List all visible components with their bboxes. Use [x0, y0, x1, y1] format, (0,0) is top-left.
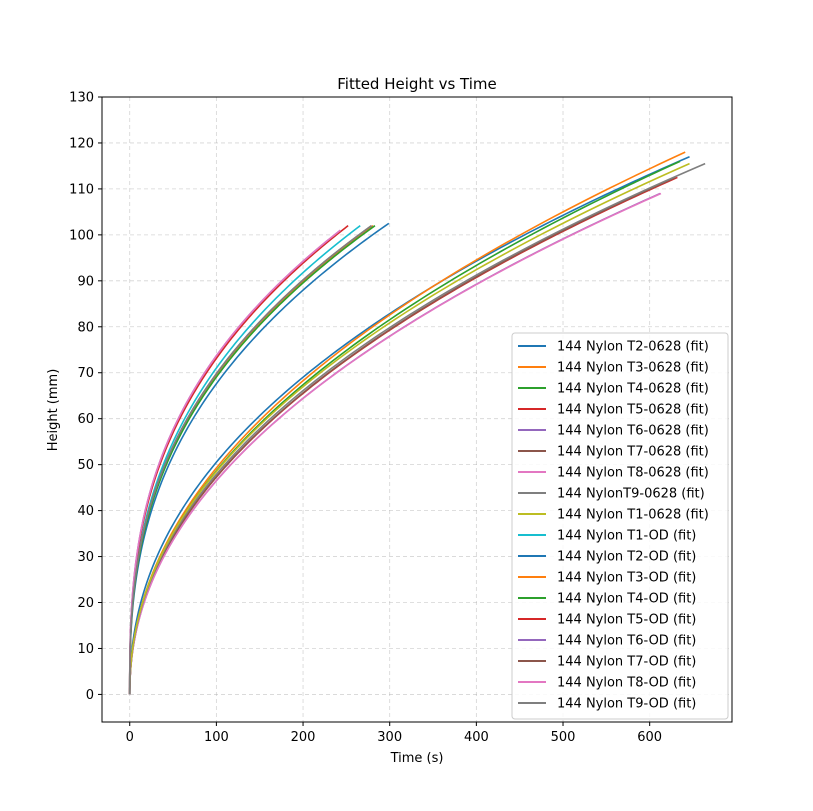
series-line-7: [128, 192, 662, 695]
legend-label: 144 Nylon T4-OD (fit): [557, 592, 696, 607]
series-line-14: [128, 225, 349, 695]
y-tick-label: 60: [77, 412, 94, 427]
legend-label: 144 Nylon T6-OD (fit): [557, 634, 696, 649]
plot-frame: [101, 96, 733, 723]
legend-label: 144 Nylon T6-0628 (fit): [557, 424, 709, 439]
y-tick-label: 100: [69, 228, 94, 243]
chart-title: Fitted Height vs Time: [337, 75, 497, 93]
legend: 144 Nylon T2-0628 (fit) 144 Nylon T3-0628…: [511, 332, 729, 720]
y-tick-label: 80: [77, 320, 94, 335]
legend-label: 144 Nylon T5-OD (fit): [557, 613, 696, 628]
x-axis-label: Time (s): [390, 751, 444, 766]
series-line-18: [128, 225, 372, 695]
x-tick-label: 0: [126, 730, 134, 745]
legend-label: 144 Nylon T4-0628 (fit): [557, 382, 709, 397]
legend-label: 144 Nylon T2-0628 (fit): [557, 340, 709, 355]
series-lines: [128, 151, 706, 695]
y-tick-label: 70: [77, 366, 94, 381]
legend-box: [511, 332, 729, 720]
series-line-10: [128, 225, 361, 695]
legend-label: 144 Nylon T2-OD (fit): [557, 550, 696, 565]
y-tick-label: 90: [77, 274, 94, 289]
legend-label: 144 Nylon T1-OD (fit): [557, 529, 696, 544]
legend-label: 144 Nylon T7-0628 (fit): [557, 445, 709, 460]
legend-label: 144 Nylon T8-OD (fit): [557, 676, 696, 691]
y-tick-label: 110: [69, 182, 94, 197]
x-tick-label: 600: [637, 730, 662, 745]
legend-label: 144 Nylon T3-OD (fit): [557, 571, 696, 586]
y-tick-label: 50: [77, 458, 94, 473]
legend-label: 144 Nylon T1-0628 (fit): [557, 508, 709, 523]
y-axis-label: Height (mm): [46, 369, 61, 452]
x-tick-label: 100: [204, 730, 229, 745]
y-tick-label: 40: [77, 504, 94, 519]
y-tick-label: 120: [69, 136, 94, 151]
legend-label: 144 NylonT9-0628 (fit): [557, 487, 705, 502]
axis-ticks: 0 100 200 300 400 500 600 0 10 20 30 40 50 60 70 80 90 10…: [69, 91, 662, 746]
series-line-1: [128, 156, 690, 695]
y-tick-label: 130: [69, 91, 94, 106]
x-tick-label: 200: [291, 730, 316, 745]
series-line-9: [128, 162, 690, 695]
legend-label: 144 Nylon T8-0628 (fit): [557, 466, 709, 481]
y-tick-label: 0: [86, 688, 94, 703]
x-tick-label: 400: [464, 730, 489, 745]
y-tick-label: 20: [77, 596, 94, 611]
legend-label: 144 Nylon T3-0628 (fit): [557, 361, 709, 376]
x-tick-label: 500: [551, 730, 576, 745]
y-tick-label: 10: [77, 642, 94, 657]
x-tick-label: 300: [377, 730, 402, 745]
y-tick-label: 30: [77, 550, 94, 565]
legend-label: 144 Nylon T5-0628 (fit): [557, 403, 709, 418]
series-line-17: [128, 229, 341, 695]
legend-label: 144 Nylon T7-OD (fit): [557, 655, 696, 670]
legend-label: 144 Nylon T9-OD (fit): [557, 697, 696, 712]
